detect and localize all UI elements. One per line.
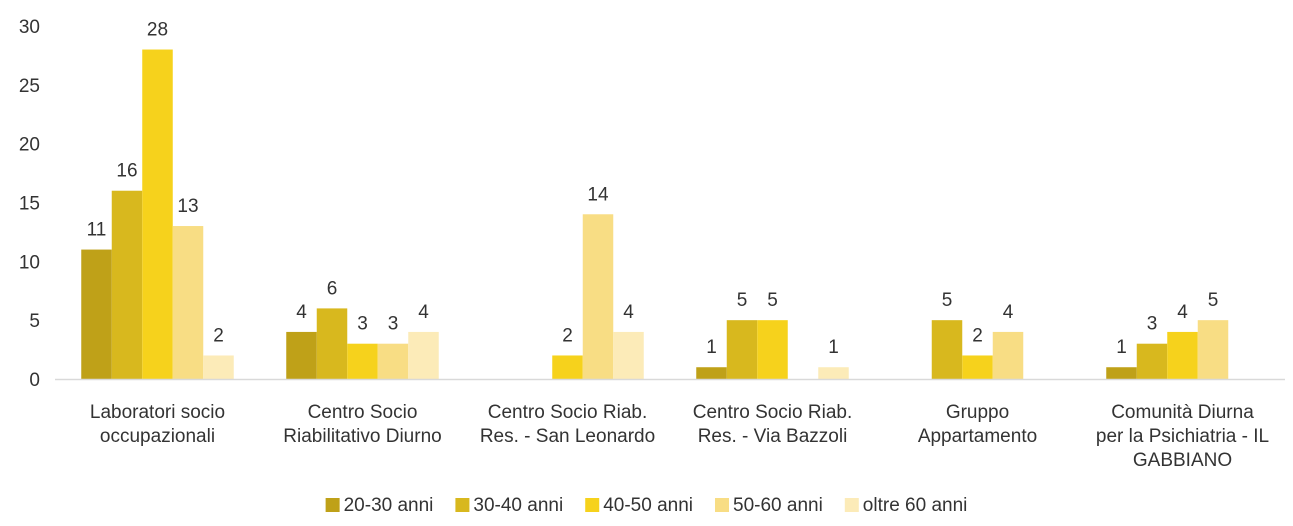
legend-item: 30-40 anni	[455, 495, 563, 516]
bar	[992, 331, 1024, 379]
legend-label: 20-30 anni	[344, 495, 434, 516]
legend-label: oltre 60 anni	[863, 495, 968, 516]
bar	[818, 367, 849, 379]
bar	[552, 355, 583, 379]
data-label: 4	[418, 302, 429, 323]
data-label: 1	[706, 337, 717, 358]
bar	[1106, 367, 1137, 379]
x-axis: Laboratori socio occupazionali Centro Soci…	[90, 402, 1269, 471]
bar	[81, 249, 112, 379]
x-tick-label: Centro Socio Riabilitativo Diurno	[283, 402, 441, 447]
bar	[377, 343, 409, 379]
legend: 20-30 anni 30-40 anni 40-50 anni 50-60 anni…	[325, 495, 968, 516]
x-tick-label: Gruppo Appartamento	[918, 402, 1037, 447]
data-label: 1	[1116, 337, 1127, 358]
y-tick-label: 25	[19, 76, 40, 97]
data-label: 2	[972, 325, 983, 346]
y-tick-label: 30	[19, 17, 40, 38]
y-tick-label: 20	[19, 135, 40, 156]
data-label: 5	[942, 290, 953, 311]
y-tick-label: 0	[29, 370, 40, 391]
data-label: 5	[767, 290, 778, 311]
x-tick-label: Centro Socio Riab. Res. - San Leonardo	[480, 402, 655, 447]
y-tick-label: 10	[19, 252, 40, 273]
legend-item: 20-30 anni	[325, 495, 434, 516]
x-tick-label: Laboratori socio occupazionali	[90, 402, 225, 447]
bar	[286, 331, 317, 379]
data-label: 5	[737, 290, 748, 311]
bar	[1136, 343, 1168, 379]
legend-label: 30-40 anni	[473, 495, 563, 516]
x-tick-label: Centro Socio Riab. Res. - Via Bazzoli	[693, 402, 852, 447]
data-label: 1	[828, 337, 839, 358]
data-label: 14	[587, 184, 609, 205]
bar	[111, 190, 143, 379]
data-label: 5	[1208, 290, 1219, 311]
legend-label: 40-50 anni	[603, 495, 693, 516]
y-tick-label: 15	[19, 194, 40, 215]
legend-item: 40-50 anni	[585, 495, 693, 516]
legend-swatch	[844, 498, 859, 512]
bar	[962, 355, 993, 379]
data-label: 2	[562, 325, 573, 346]
data-label: 3	[388, 314, 399, 335]
bar	[757, 320, 788, 379]
legend-item: oltre 60 anni	[844, 495, 968, 516]
bar	[347, 343, 378, 379]
legend-swatch	[325, 498, 340, 512]
y-tick-label: 5	[29, 311, 40, 332]
bar	[172, 226, 204, 379]
legend-swatch	[715, 498, 730, 512]
bar	[613, 331, 644, 379]
bar	[1167, 331, 1198, 379]
data-label: 11	[87, 220, 107, 241]
legend-swatch	[455, 498, 470, 512]
bar	[203, 355, 234, 379]
bar	[582, 214, 614, 379]
data-label: 28	[147, 20, 168, 41]
bar	[726, 320, 758, 379]
legend-item: 50-60 anni	[715, 495, 823, 516]
bar	[696, 367, 727, 379]
data-label: 6	[327, 278, 338, 299]
data-label: 4	[1177, 302, 1188, 323]
data-label: 3	[357, 314, 368, 335]
bar	[408, 331, 439, 379]
legend-swatch	[585, 498, 600, 512]
data-label: 2	[213, 325, 224, 346]
bars-group	[81, 49, 1229, 379]
data-label: 4	[623, 302, 634, 323]
data-label: 3	[1147, 314, 1158, 335]
bar	[316, 308, 348, 379]
data-label: 4	[296, 302, 307, 323]
bar	[931, 320, 963, 379]
data-label: 13	[177, 196, 198, 217]
bar	[142, 49, 173, 379]
x-tick-label: Comunità Diurna per la Psichiatria - IL GA…	[1096, 402, 1269, 471]
bar	[1197, 320, 1229, 379]
y-axis: 0 5 10 15 20 25 30	[19, 17, 40, 391]
legend-label: 50-60 anni	[733, 495, 823, 516]
data-label: 4	[1003, 302, 1014, 323]
data-label: 16	[116, 161, 137, 182]
